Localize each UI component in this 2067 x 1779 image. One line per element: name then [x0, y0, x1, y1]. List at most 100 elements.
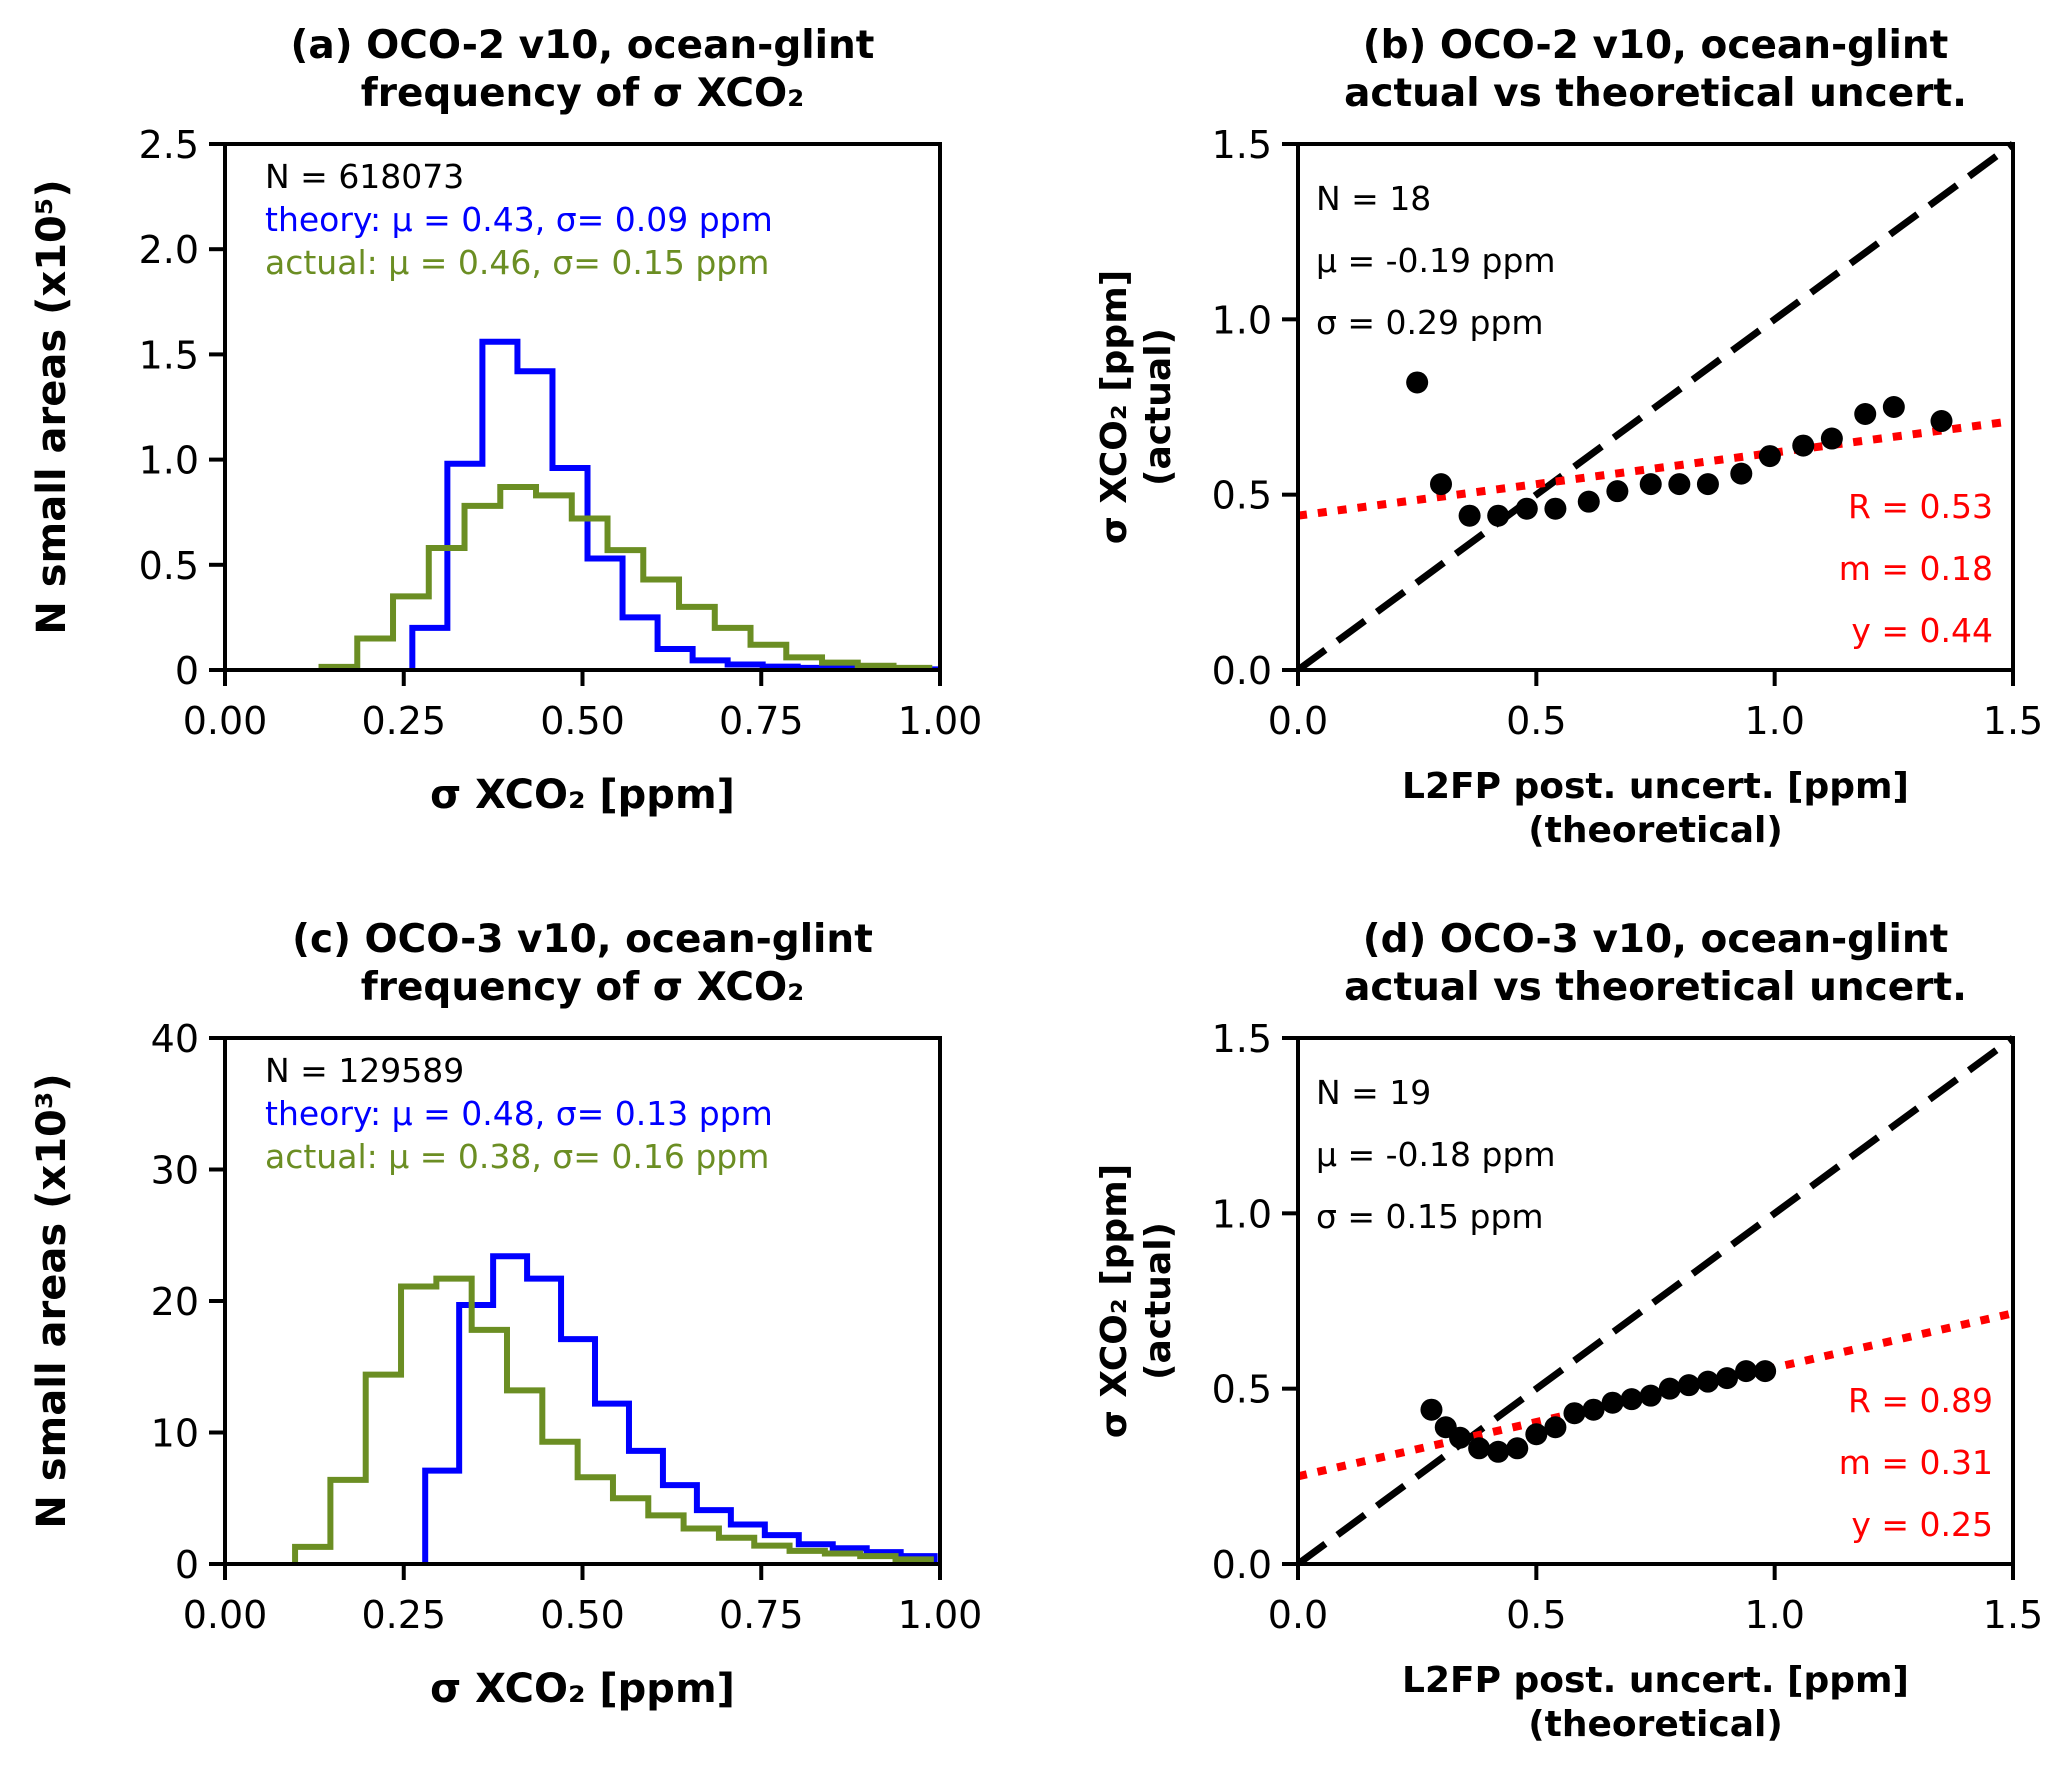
scatter-point — [1677, 1374, 1700, 1397]
scatter-point — [1639, 473, 1662, 496]
chart-title-line2: frequency of σ XCO₂ — [361, 965, 805, 1010]
plot-frame — [1296, 142, 2015, 672]
chart-title-line2: actual vs theoretical uncert. — [1344, 71, 1967, 116]
x-tick-label: 0.50 — [540, 699, 625, 743]
y-tick-label: 0.5 — [139, 544, 199, 588]
plot-area — [318, 338, 940, 670]
y-tick-label: 1.0 — [1212, 298, 1272, 342]
y-tick-label: 1.5 — [1212, 1017, 1272, 1061]
fit-stat-2: y = 0.44 — [1851, 611, 1993, 650]
y-tick-label: 40 — [151, 1017, 199, 1061]
fit-stat-0: R = 0.89 — [1848, 1381, 1993, 1420]
plot-area — [292, 1253, 938, 1564]
y-tick-label: 0.5 — [1212, 1368, 1272, 1412]
x-tick-label: 1.5 — [1983, 1593, 2043, 1637]
scatter-point — [1468, 1437, 1491, 1460]
y-axis-label-line2: (actual) — [1138, 1222, 1179, 1380]
y-tick-label: 30 — [151, 1149, 199, 1193]
annotation-0: N = 618073 — [265, 157, 464, 196]
y-tick-label: 1.0 — [1212, 1192, 1272, 1236]
chart-title-line1: (a) OCO-2 v10, ocean-glint — [291, 23, 875, 68]
y-tick-label: 0.0 — [1212, 649, 1272, 693]
stat-0: N = 19 — [1316, 1073, 1431, 1112]
y-tick-label: 1.5 — [1212, 123, 1272, 167]
y-axis-label: N small areas (x10⁵) — [29, 179, 75, 634]
y-tick-label: 0 — [175, 1543, 199, 1587]
y-tick-label: 10 — [151, 1412, 199, 1456]
y-axis-label-line1: σ XCO₂ [ppm] — [1094, 1164, 1135, 1438]
x-axis-label: σ XCO₂ [ppm] — [430, 772, 735, 818]
x-axis-label-line1: L2FP post. uncert. [ppm] — [1402, 1660, 1909, 1701]
x-tick-label: 0.25 — [361, 699, 446, 743]
scatter-point — [1730, 462, 1753, 485]
scatter-point — [1792, 434, 1815, 457]
scatter-point — [1449, 1426, 1472, 1449]
stat-2: σ = 0.15 ppm — [1316, 1197, 1544, 1236]
scatter-point — [1487, 504, 1510, 527]
plot-area — [1298, 141, 2013, 670]
scatter-point — [1544, 497, 1567, 520]
x-axis-label-line2: (theoretical) — [1528, 810, 1783, 851]
fit-stat-2: y = 0.25 — [1851, 1505, 1993, 1544]
fit-line — [1298, 417, 2013, 520]
y-tick-label: 0.0 — [1212, 1543, 1272, 1587]
scatter-point — [1406, 371, 1429, 394]
scatter-point — [1696, 1370, 1719, 1393]
scatter-point — [1658, 1377, 1681, 1400]
x-tick-label: 0.5 — [1506, 1593, 1566, 1637]
histogram-actual — [318, 483, 933, 670]
fit-stat-0: R = 0.53 — [1848, 487, 1993, 526]
scatter-point — [1854, 403, 1877, 426]
scatter-point — [1716, 1367, 1738, 1390]
scatter-point — [1430, 473, 1452, 496]
x-tick-label: 1.0 — [1744, 699, 1804, 743]
fit-stat-1: m = 0.31 — [1839, 1443, 1993, 1482]
scatter-point — [1577, 490, 1600, 513]
scatter-point — [1506, 1437, 1529, 1460]
annotation-1: theory: μ = 0.48, σ= 0.13 ppm — [265, 1094, 773, 1133]
scatter-point — [1544, 1416, 1567, 1439]
y-tick-label: 2.0 — [139, 228, 199, 272]
scatter-point — [1420, 1398, 1443, 1421]
plot-area — [1298, 1035, 2013, 1564]
scatter-point — [1582, 1398, 1605, 1421]
annotation-1: theory: μ = 0.43, σ= 0.09 ppm — [265, 200, 773, 239]
plot-frame — [1296, 1036, 2015, 1566]
histogram-actual — [292, 1275, 934, 1564]
scatter-point — [1620, 1388, 1643, 1411]
fit-stat-1: m = 0.18 — [1839, 549, 1993, 588]
x-tick-label: 0.25 — [361, 1593, 446, 1637]
y-axis-label-line1: σ XCO₂ [ppm] — [1094, 270, 1135, 544]
scatter-point — [1930, 410, 1953, 433]
scatter-point — [1601, 1391, 1624, 1414]
y-axis-label-line2: (actual) — [1138, 328, 1179, 486]
y-tick-label: 0.5 — [1212, 474, 1272, 518]
scatter-point — [1668, 473, 1691, 496]
scatter-point — [1525, 1423, 1548, 1446]
scatter-point — [1487, 1440, 1510, 1463]
stat-2: σ = 0.29 ppm — [1316, 303, 1544, 342]
chart-title-line1: (d) OCO-3 v10, ocean-glint — [1363, 917, 1948, 962]
one-to-one-line — [1298, 141, 2013, 670]
x-tick-label: 1.0 — [1744, 1593, 1804, 1637]
x-tick-label: 0.75 — [719, 1593, 804, 1637]
x-tick-label: 0.0 — [1268, 699, 1328, 743]
chart-title-line2: frequency of σ XCO₂ — [361, 71, 805, 116]
stat-1: μ = -0.19 ppm — [1316, 241, 1556, 280]
scatter-point — [1515, 497, 1538, 520]
x-tick-label: 0.00 — [183, 699, 268, 743]
annotation-0: N = 129589 — [265, 1051, 464, 1090]
scatter-point — [1639, 1384, 1662, 1407]
x-tick-label: 0.0 — [1268, 1593, 1328, 1637]
scatter-point — [1820, 427, 1843, 450]
stat-0: N = 18 — [1316, 179, 1431, 218]
annotation-2: actual: μ = 0.38, σ= 0.16 ppm — [265, 1137, 769, 1176]
x-tick-label: 1.00 — [898, 699, 983, 743]
annotation-2: actual: μ = 0.46, σ= 0.15 ppm — [265, 243, 769, 282]
x-tick-label: 1.5 — [1983, 699, 2043, 743]
chart-title-line1: (b) OCO-2 v10, ocean-glint — [1363, 23, 1948, 68]
histogram-theory — [422, 1253, 938, 1564]
